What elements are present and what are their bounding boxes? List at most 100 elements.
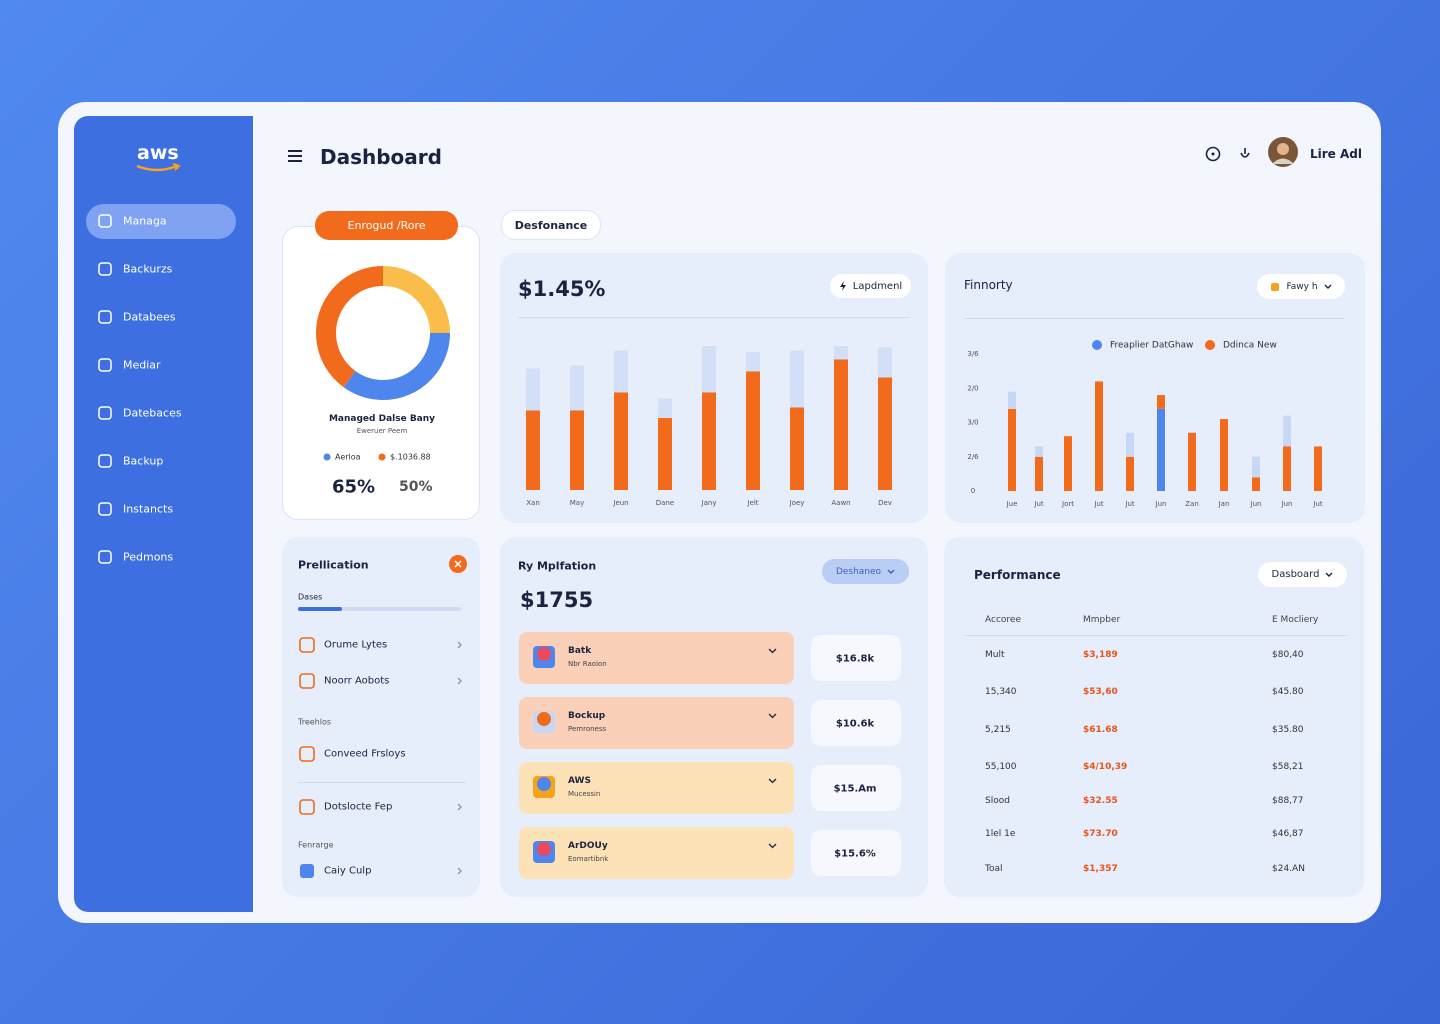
bolt-icon	[839, 281, 846, 291]
donut-caption: Managed Dalse Bany	[328, 414, 436, 424]
table-cell: $1,357	[1083, 864, 1118, 874]
stat: 50%	[399, 479, 433, 495]
table-cell: Mult	[985, 650, 1005, 660]
dropdown-label: Dasboard	[1271, 569, 1320, 580]
divider	[964, 635, 1348, 636]
nav-item[interactable]: Backurzs	[123, 262, 173, 276]
nav-item[interactable]: Databees	[123, 310, 176, 324]
divider	[964, 318, 1345, 319]
dropdown-label: Deshaneo	[835, 566, 882, 577]
dropdown[interactable]: Fawy h	[1257, 274, 1345, 299]
table-cell: $61.68	[1083, 725, 1118, 735]
row-value: $15.Am	[833, 783, 877, 795]
progress-fill	[298, 607, 342, 611]
progress-track	[298, 607, 461, 611]
table-cell: 55,100	[985, 762, 1017, 772]
divider	[518, 317, 910, 318]
table-cell: $35.80	[1272, 725, 1304, 735]
button-label: Enrogud /Rore	[347, 219, 426, 232]
column-header: E Mocliery	[1272, 615, 1319, 625]
chevron	[1324, 284, 1332, 289]
tab-label: Desfonance	[514, 218, 588, 232]
application-card	[282, 537, 480, 897]
row-label[interactable]: Dotslocte Fep	[324, 801, 393, 813]
stat: 65%	[332, 476, 376, 498]
row-subtitle: Eomartibnk	[568, 855, 609, 863]
migration-row[interactable]	[519, 697, 794, 749]
donut-card	[282, 226, 480, 520]
donut-button[interactable]: Enrogud /Rore	[315, 211, 458, 240]
card-title: Prellication	[298, 558, 369, 572]
donut-subcaption: Eweruer Peem	[356, 427, 408, 435]
action-button[interactable]: Lapdmenl	[830, 274, 911, 298]
nav-item[interactable]: Mediar	[123, 358, 161, 372]
table-cell: $3,189	[1083, 650, 1118, 660]
chevron	[1325, 572, 1333, 577]
row-subtitle: Mucessin	[568, 790, 601, 798]
card-title: Ry Mplfation	[518, 559, 597, 573]
row-title: AWS	[568, 776, 591, 786]
nav-item[interactable]: Datebaces	[123, 406, 182, 420]
column-header: Accoree	[985, 615, 1021, 625]
header-icons[interactable]	[1204, 145, 1256, 163]
migration-row[interactable]	[519, 632, 794, 684]
tab[interactable]: Desfonance	[501, 210, 601, 240]
chevron	[887, 569, 895, 574]
table-cell: Toal	[985, 864, 1003, 874]
dropdown-label: Fawy h	[1286, 281, 1318, 292]
dropdown[interactable]: Deshaneo	[822, 559, 909, 584]
table-cell: Slood	[985, 796, 1010, 806]
table-cell: $4/10,39	[1083, 762, 1128, 772]
table-cell: $32.55	[1083, 796, 1118, 806]
card-title: Performance	[974, 568, 1061, 582]
user-name[interactable]: Lire Adl	[1310, 147, 1362, 161]
page-title: Dashboard	[320, 145, 442, 169]
close-button[interactable]	[448, 554, 468, 574]
row-label[interactable]: Noorr Aobots	[324, 675, 390, 687]
row-subtitle: Pemroness	[568, 725, 607, 733]
table-cell: $80,40	[1272, 650, 1304, 660]
row-title: ArDOUy	[568, 841, 608, 851]
amount: $1.45%	[518, 277, 606, 301]
table-cell: $73.70	[1083, 829, 1118, 839]
section-label: Treehlos	[298, 717, 332, 727]
row-label[interactable]: Orume Lytes	[324, 639, 388, 651]
row-value: $16.8k	[835, 653, 875, 665]
row-label[interactable]: Caiy Culp	[324, 865, 372, 877]
table-cell: $45.80	[1272, 687, 1304, 697]
button-label: Lapdmenl	[852, 280, 903, 292]
table-cell: $53,60	[1083, 687, 1118, 697]
card-title: Finnorty	[964, 278, 1013, 292]
column-header: Mmpber	[1083, 615, 1121, 625]
table-card	[944, 537, 1364, 897]
avatar[interactable]	[1267, 136, 1299, 168]
nav-item[interactable]: Pedmons	[123, 550, 174, 564]
table-cell: $58,21	[1272, 762, 1304, 772]
table-cell: 15,340	[985, 687, 1017, 697]
row-label[interactable]: Conveed Frsloys	[324, 748, 406, 760]
migration-row[interactable]	[519, 827, 794, 879]
table-cell: $88,77	[1272, 796, 1304, 806]
tab[interactable]: Dases	[298, 592, 323, 602]
icon	[1271, 282, 1280, 291]
table-cell: 5,215	[985, 725, 1011, 735]
row-value: $15.6%	[834, 848, 876, 860]
section-label: Fenrarge	[298, 840, 334, 850]
logo-smile	[136, 163, 181, 172]
nav-item[interactable]: Instancts	[123, 502, 174, 516]
table-cell: $46,87	[1272, 829, 1304, 839]
row-subtitle: Nbr Raoion	[568, 660, 607, 668]
logo: aws	[137, 142, 179, 164]
dropdown[interactable]: Dasboard	[1258, 562, 1347, 587]
amount: $1755	[520, 588, 594, 612]
nav-item[interactable]: Backup	[123, 454, 164, 468]
nav-item[interactable]: Managa	[123, 214, 167, 228]
menu-icon[interactable]	[287, 150, 303, 162]
row-title: Batk	[568, 646, 592, 656]
divider	[298, 782, 466, 783]
migration-row[interactable]	[519, 762, 794, 814]
row-title: Bockup	[568, 711, 606, 721]
table-cell: $24.AN	[1272, 864, 1305, 874]
table-cell: 1lel 1e	[985, 829, 1016, 839]
